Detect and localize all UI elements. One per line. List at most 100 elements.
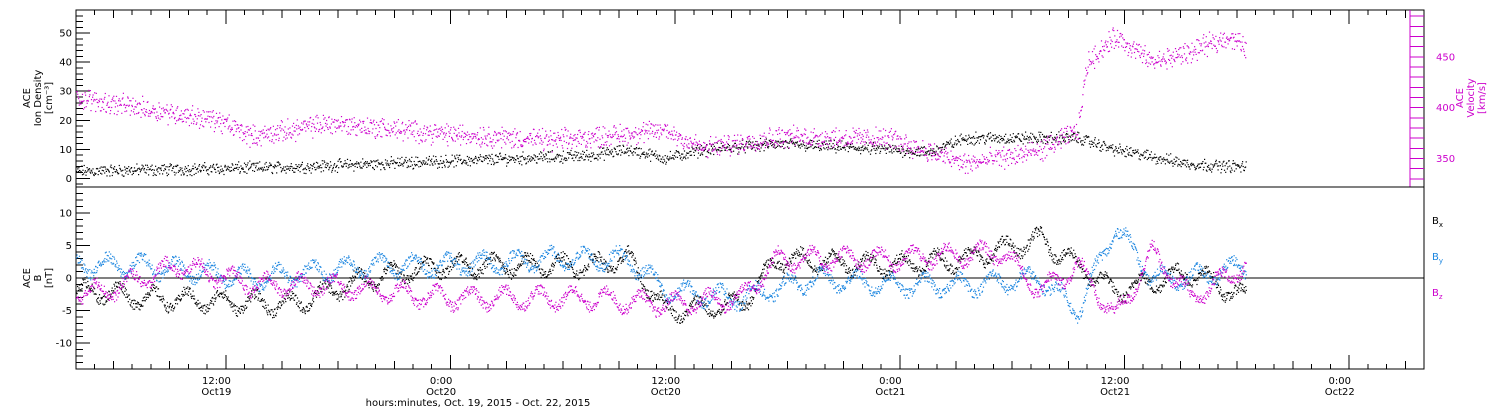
data-point [738, 143, 740, 145]
data-point [823, 147, 825, 149]
data-point [954, 135, 956, 137]
data-point [630, 132, 632, 134]
data-point [1023, 138, 1025, 140]
data-point [159, 118, 161, 120]
data-point [429, 130, 431, 132]
data-point [406, 161, 408, 164]
data-point [308, 124, 310, 126]
data-point [749, 138, 751, 140]
data-point [203, 111, 205, 113]
data-point [275, 139, 277, 141]
data-point [240, 124, 243, 126]
data-point [157, 117, 160, 119]
data-point [198, 307, 201, 310]
data-point [334, 163, 336, 165]
data-point [189, 288, 191, 290]
data-point [677, 150, 679, 153]
x-tick-label-time: 0:00 [1329, 376, 1351, 387]
data-point [134, 113, 136, 115]
data-point [572, 137, 574, 139]
data-point [234, 167, 236, 169]
data-point [1151, 159, 1153, 161]
data-point [672, 139, 674, 141]
data-point [380, 120, 382, 122]
data-point [759, 134, 761, 136]
data-point [572, 139, 574, 142]
data-point [208, 121, 210, 124]
data-point [699, 148, 701, 150]
data-point [1005, 154, 1007, 156]
data-point [356, 166, 358, 168]
data-point [428, 158, 430, 160]
data-point [1180, 63, 1182, 65]
data-point [766, 142, 768, 144]
data-point [1080, 141, 1082, 143]
data-point [1056, 134, 1058, 136]
data-point [470, 136, 472, 138]
data-point [156, 168, 158, 170]
data-point [1213, 44, 1215, 46]
data-point [957, 157, 959, 159]
data-point [1214, 163, 1216, 165]
data-point [1008, 149, 1010, 151]
data-point [1116, 150, 1118, 152]
data-point [1223, 160, 1225, 162]
data-point [137, 303, 139, 305]
data-point [780, 146, 782, 148]
data-point [887, 135, 889, 137]
data-point [1154, 153, 1156, 155]
data-point [988, 161, 990, 163]
data-point [962, 167, 964, 169]
data-point [149, 168, 151, 170]
data-point [865, 148, 867, 150]
data-point [778, 127, 780, 129]
data-point [1061, 134, 1063, 137]
data-point [335, 131, 337, 133]
data-point [664, 125, 666, 127]
data-point [473, 162, 475, 164]
data-point [299, 302, 301, 305]
data-point [755, 150, 757, 152]
data-point [732, 140, 735, 142]
data-point [214, 294, 216, 296]
data-point [972, 135, 975, 138]
data-point [815, 143, 817, 145]
data-point [129, 171, 131, 173]
data-point [741, 138, 744, 140]
data-point [1182, 61, 1184, 63]
data-point [281, 121, 283, 123]
data-point [451, 137, 453, 139]
data-point [885, 142, 887, 144]
data-point [186, 108, 188, 110]
data-point [551, 150, 553, 152]
data-point [413, 130, 415, 132]
data-point [202, 125, 204, 127]
data-point [647, 138, 649, 140]
data-point [1064, 140, 1066, 142]
data-point [185, 109, 187, 111]
data-point [372, 128, 374, 130]
data-point [753, 147, 755, 149]
data-point [275, 312, 278, 314]
data-point [538, 153, 540, 155]
data-point [335, 166, 337, 168]
data-point [853, 136, 855, 139]
data-point [1029, 142, 1031, 144]
data-point [1000, 135, 1002, 138]
data-point [582, 153, 584, 155]
data-point [972, 155, 974, 157]
data-point [395, 132, 397, 134]
data-point [1214, 45, 1216, 47]
data-point [218, 166, 220, 168]
data-point [661, 158, 663, 160]
data-point [672, 154, 674, 156]
data-point [137, 112, 139, 114]
data-point [702, 150, 704, 152]
data-point [315, 161, 318, 163]
data-point [421, 162, 423, 164]
data-point [568, 153, 570, 155]
data-point [849, 136, 851, 138]
data-point [837, 147, 839, 149]
data-point [1082, 94, 1084, 96]
data-point [476, 142, 478, 145]
